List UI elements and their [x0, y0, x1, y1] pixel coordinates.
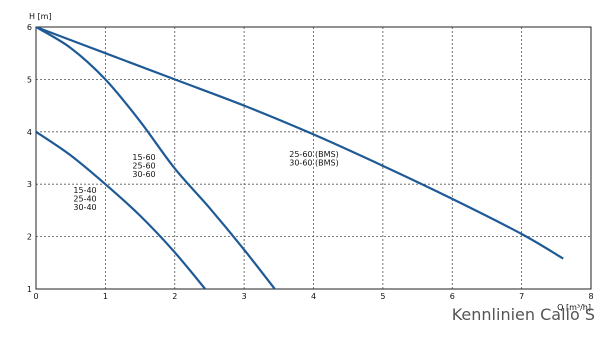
x-tick-label: 2	[172, 292, 177, 301]
series-line-2	[36, 27, 277, 289]
x-axis-title: Q [m³/h]	[557, 303, 591, 312]
x-tick-label: 0	[33, 292, 38, 301]
y-tick-label: 4	[27, 128, 32, 137]
series-line-3	[36, 27, 564, 260]
y-tick-label: 1	[27, 285, 32, 294]
series-line-1	[36, 130, 207, 289]
curve-label: 15-60	[132, 153, 155, 162]
curve-label: 15-40	[73, 186, 96, 195]
x-tick-label: 7	[519, 292, 524, 301]
x-tick-label: 4	[311, 292, 316, 301]
x-tick-label: 3	[242, 292, 247, 301]
y-axis-title: H [m]	[29, 12, 52, 21]
curve-label: 25-60	[132, 162, 155, 171]
curve-label: 25-60 (BMS)	[289, 150, 339, 159]
chart-caption: Kennlinien Calio S	[451, 305, 595, 324]
curve-label: 30-60	[132, 170, 155, 179]
y-tick-label: 6	[27, 23, 32, 32]
plot-frame	[35, 26, 592, 290]
x-tick-label: 5	[380, 292, 385, 301]
x-tick-label: 6	[450, 292, 455, 301]
y-tick-label: 5	[27, 75, 32, 84]
y-tick-label: 2	[27, 233, 32, 242]
curve-label: 30-60 (BMS)	[289, 159, 339, 168]
x-tick-label: 1	[103, 292, 108, 301]
y-tick-label: 3	[27, 180, 32, 189]
grid	[36, 27, 591, 289]
series-lines	[36, 27, 564, 289]
x-tick-label: 8	[588, 292, 593, 301]
curve-label: 30-40	[73, 203, 96, 212]
curve-label: 25-40	[73, 195, 96, 204]
